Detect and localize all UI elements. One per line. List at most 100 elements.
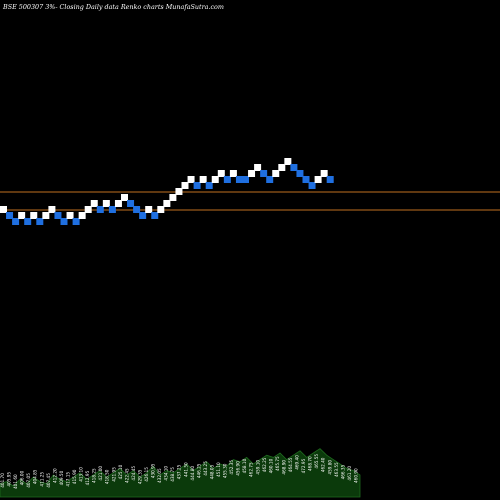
chart-title: BSE 500307 3%- Closing Daily data Renko … [2,3,224,11]
price-label: 429.35 [137,469,142,484]
renko-brick-down [54,212,62,219]
price-label: 462.75 [249,462,254,477]
renko-brick-up [121,194,128,201]
price-label: 459.10 [255,460,260,475]
renko-brick-down [133,206,141,213]
renko-brick-down [223,176,231,183]
renko-brick-down [266,176,274,183]
price-label: 412.95 [85,470,90,485]
renko-brick-up [211,176,219,183]
price-label: 455.30 [223,463,228,478]
price-label: 425.10 [118,464,123,479]
price-label: 401.70 [0,473,5,488]
price-label: 462.25 [262,457,267,472]
renko-brick-down [242,176,249,183]
renko-brick-down [205,182,213,189]
price-label: 426.15 [144,467,149,482]
renko-brick-down [139,212,147,219]
price-label: 409.50 [59,470,64,485]
renko-brick-down [36,218,44,225]
renko-brick-up [102,200,110,207]
renko-brick-up [78,212,86,219]
price-label: 418.25 [92,468,97,483]
price-label: 407.45 [46,473,51,488]
renko-brick-down [127,200,135,207]
price-label: 424.45 [131,466,136,481]
renko-brick-up [84,206,92,213]
renko-brick-up [169,194,177,201]
renko-brick-up [254,164,262,171]
renko-bricks [0,158,334,225]
price-label: 422.45 [124,468,129,483]
price-label: 451.10 [216,462,221,477]
price-label: 430.95 [151,463,156,478]
renko-brick-up [284,158,292,165]
price-label: 460.90 [353,468,358,483]
volume-area-path [0,448,361,498]
price-label: 417.15 [65,472,70,487]
price-label: 407.05 [26,473,31,488]
price-label: 444.80 [190,466,195,481]
renko-brick-down [193,182,201,189]
price-label: 401.60 [13,474,18,489]
renko-brick-up [30,212,38,219]
price-label: 404.85 [33,469,38,484]
price-label: 446.25 [196,463,201,478]
renko-brick-down [326,176,334,183]
renko-brick-up [42,212,50,219]
price-label: 468.90 [281,460,286,475]
price-label: 437.25 [177,464,182,479]
renko-brick-down [308,182,316,189]
price-label: 413.10 [79,467,84,482]
renko-brick-down [302,176,310,183]
renko-brick-up [278,164,286,171]
price-label: 464.55 [288,457,293,472]
renko-brick-up [0,206,7,213]
price-label: 415.90 [72,469,77,484]
price-label: 438.75 [170,467,175,482]
renko-brick-up [272,170,280,177]
renko-brick-up [314,176,322,183]
price-label: 460.10 [268,458,273,473]
renko-brick-up [157,206,165,213]
price-label: 458.10 [242,458,247,473]
renko-brick-down [60,218,68,225]
renko-brick-down [108,206,116,213]
price-label: 421.95 [111,467,116,482]
renko-brick-up [181,182,189,189]
renko-brick-down [151,212,159,219]
renko-brick-up [18,212,26,219]
price-label: 405.95 [7,472,12,487]
price-label: 456.90 [236,461,241,476]
renko-brick-down [6,212,14,219]
renko-brick-up [248,170,256,177]
renko-brick-up [48,206,56,213]
price-label: 462.40 [321,457,326,472]
price-label: 466.35 [340,464,345,479]
renko-brick-up [320,170,328,177]
renko-brick-down [290,164,298,171]
renko-brick-up [145,206,153,213]
renko-brick-down [296,170,304,177]
price-label: 465.75 [275,456,280,471]
renko-brick-up [229,170,237,177]
renko-brick-up [114,200,122,207]
price-label: 443.25 [203,461,208,476]
price-label: 432.05 [157,468,162,483]
renko-brick-up [217,170,225,177]
price-label: 465.55 [314,454,319,469]
renko-brick-down [260,170,268,177]
price-label: 461.20 [347,466,352,481]
renko-brick-up [90,200,98,207]
price-label: 448.05 [209,464,214,479]
renko-brick-down [24,218,32,225]
price-label: 411.25 [39,472,44,487]
price-label: 412.20 [52,468,57,483]
price-label: 452.35 [229,460,234,475]
renko-brick-up [66,212,74,219]
price-label: 434.10 [164,466,169,481]
price-label: 468.70 [308,456,313,471]
price-label: 406.00 [20,470,25,485]
price-label: 472.95 [301,458,306,473]
